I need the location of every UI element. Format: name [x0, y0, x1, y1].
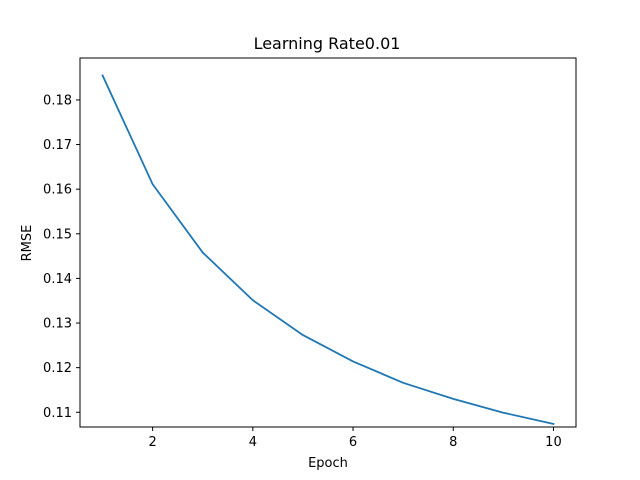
series-line-0	[101, 74, 555, 425]
x-tick-label: 8	[449, 435, 457, 450]
x-axis-ticks: 2 4 6 8 10	[149, 427, 562, 450]
y-tick-label: 0.18	[43, 93, 72, 108]
y-axis-ticks: 0.11 0.12 0.13 0.14 0.15 0.16 0.17 0.18	[43, 93, 80, 421]
y-tick-label: 0.11	[43, 406, 72, 421]
x-tick-label: 2	[149, 435, 157, 450]
plot-area	[101, 74, 555, 425]
y-tick-label: 0.13	[43, 317, 72, 332]
y-tick-label: 0.17	[43, 138, 72, 153]
x-tick-label: 6	[349, 435, 357, 450]
x-tick-label: 4	[249, 435, 257, 450]
y-tick-label: 0.12	[43, 361, 72, 376]
y-tick-label: 0.16	[43, 183, 72, 198]
x-axis-label: Epoch	[308, 456, 348, 471]
x-tick-label: 10	[545, 435, 562, 450]
plot-frame	[79, 57, 577, 428]
y-tick-label: 0.14	[43, 272, 72, 287]
chart-title: Learning Rate0.01	[254, 34, 401, 53]
y-tick-label: 0.15	[43, 227, 72, 242]
y-axis-label: RMSE	[20, 225, 35, 262]
